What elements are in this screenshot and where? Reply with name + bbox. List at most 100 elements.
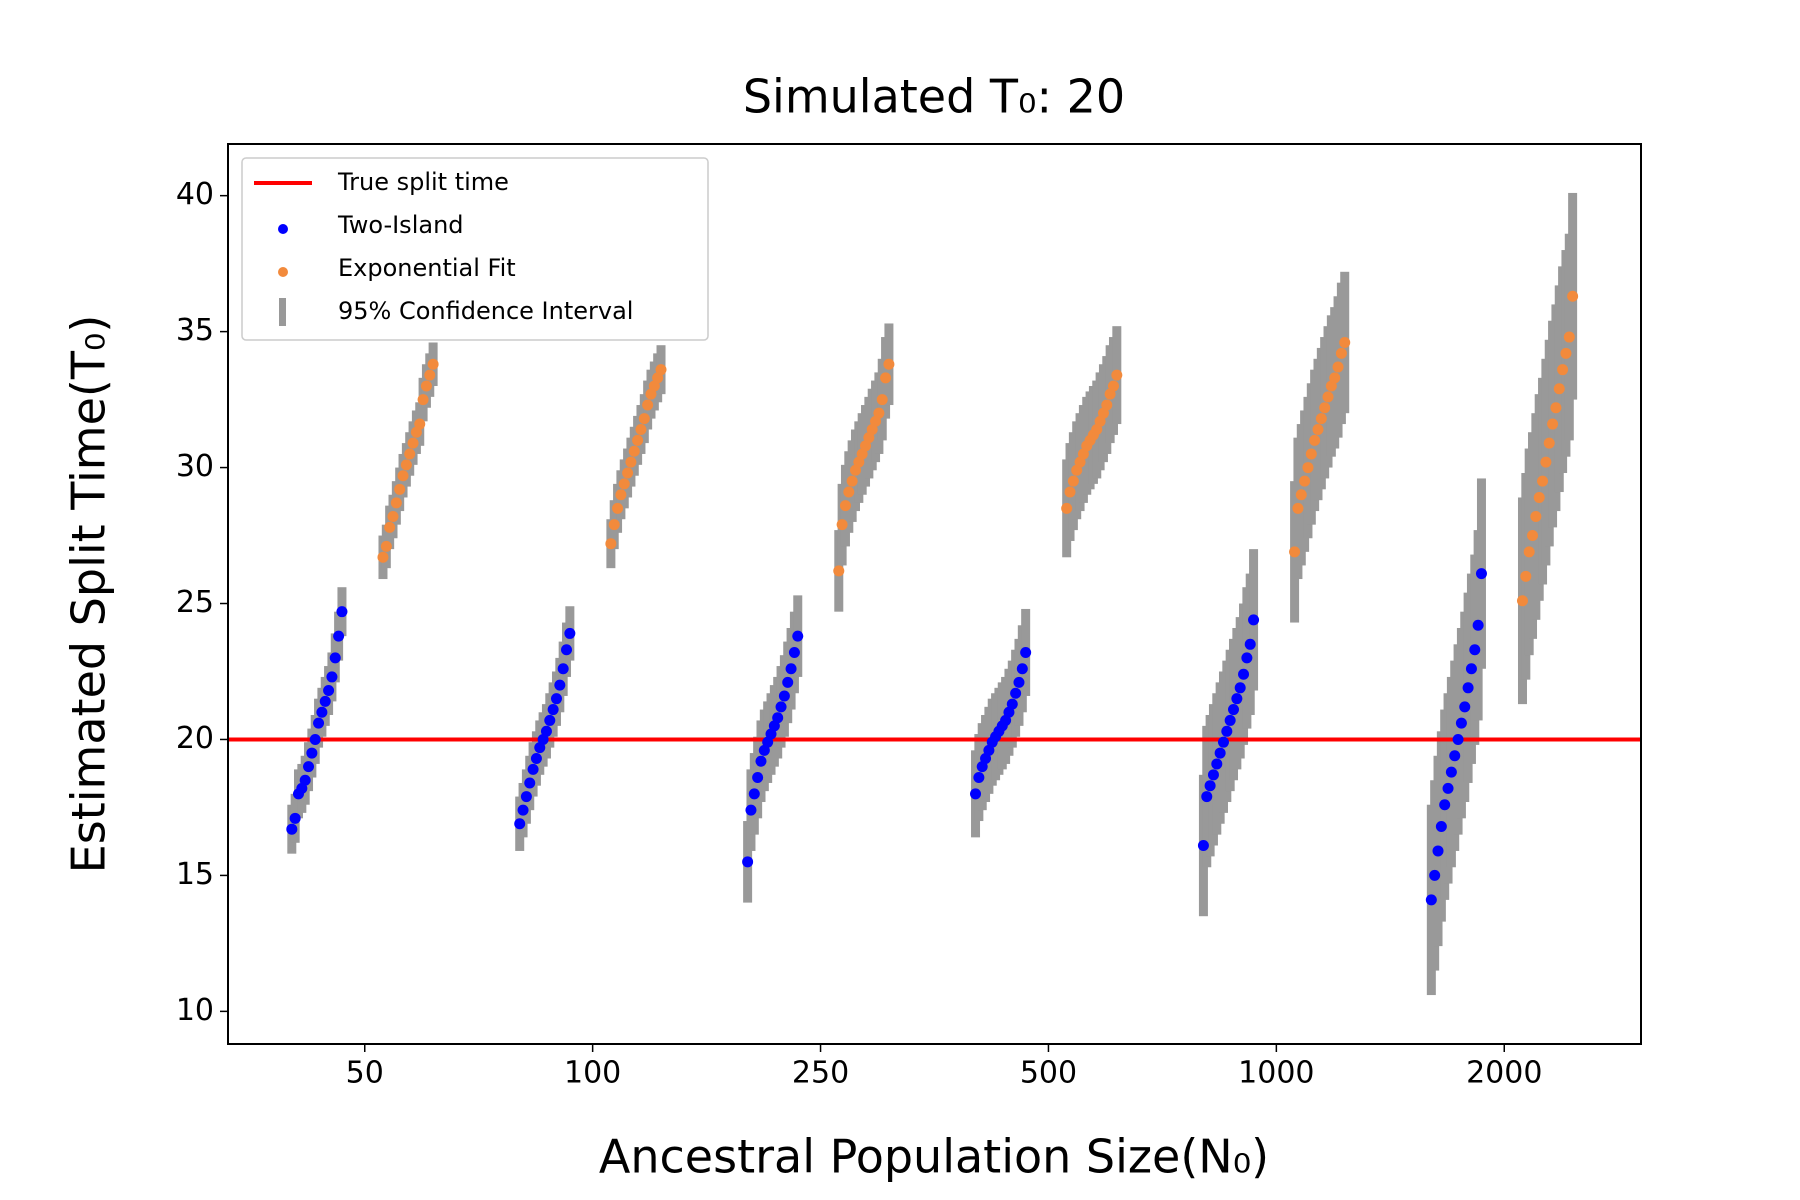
point xyxy=(1465,663,1477,675)
point xyxy=(1211,758,1223,770)
x-tick-label: 100 xyxy=(564,1056,621,1091)
legend-label: Exponential Fit xyxy=(338,254,516,282)
point xyxy=(387,511,399,523)
point xyxy=(1540,456,1552,468)
point xyxy=(329,652,341,664)
point xyxy=(778,690,790,702)
point xyxy=(1201,791,1213,803)
point xyxy=(557,663,569,675)
point xyxy=(1197,840,1209,852)
point xyxy=(524,777,536,789)
point xyxy=(1339,336,1351,348)
point xyxy=(1234,682,1246,694)
point xyxy=(1445,766,1457,778)
point xyxy=(1221,725,1233,737)
point xyxy=(1061,502,1073,514)
point xyxy=(635,423,647,435)
point xyxy=(1204,780,1216,792)
point xyxy=(424,369,436,381)
y-tick-label: 35 xyxy=(176,313,214,348)
point xyxy=(306,747,318,759)
point xyxy=(1064,486,1076,498)
point xyxy=(836,519,848,531)
point xyxy=(1472,619,1484,631)
point xyxy=(1462,682,1474,694)
point xyxy=(1292,502,1304,514)
point xyxy=(1537,475,1549,487)
point xyxy=(1557,364,1569,376)
point xyxy=(326,671,338,683)
point xyxy=(1429,869,1441,881)
point xyxy=(299,774,311,786)
x-tick-label: 500 xyxy=(1020,1056,1077,1091)
point xyxy=(1241,652,1253,664)
point xyxy=(642,399,654,411)
point xyxy=(1469,644,1481,656)
point xyxy=(303,761,315,773)
point xyxy=(1439,799,1451,811)
point xyxy=(377,551,389,563)
point xyxy=(1319,402,1331,414)
point xyxy=(1533,491,1545,503)
point xyxy=(1299,475,1311,487)
legend: True split time Two-Island Exponential Fit… xyxy=(241,157,709,341)
point xyxy=(1101,399,1113,411)
point xyxy=(605,538,617,550)
point xyxy=(788,646,800,658)
point xyxy=(417,394,429,406)
point xyxy=(1016,663,1028,675)
point xyxy=(407,437,419,449)
point xyxy=(1067,475,1079,487)
point xyxy=(1449,750,1461,762)
point xyxy=(313,717,325,729)
point xyxy=(1295,489,1307,501)
y-tick-label: 40 xyxy=(176,177,214,212)
point xyxy=(1238,668,1250,680)
point xyxy=(394,483,406,495)
legend-label: Two-Island xyxy=(337,211,464,239)
point xyxy=(1442,782,1454,794)
legend-label: True split time xyxy=(337,168,509,196)
x-tick-label: 2000 xyxy=(1466,1056,1542,1091)
point xyxy=(420,380,432,392)
point xyxy=(742,856,754,868)
point xyxy=(1520,570,1532,582)
x-tick-label: 250 xyxy=(792,1056,849,1091)
y-tick-label: 30 xyxy=(176,449,214,484)
legend-marker xyxy=(278,224,288,234)
point xyxy=(772,712,784,724)
point xyxy=(1516,595,1528,607)
point xyxy=(1425,894,1437,906)
point xyxy=(1530,511,1542,523)
point xyxy=(1013,676,1025,688)
point xyxy=(618,478,630,490)
point xyxy=(1315,413,1327,425)
legend-box xyxy=(241,157,709,341)
point xyxy=(1435,820,1447,832)
x-axis-label: Ancestral Population Size(N₀) xyxy=(599,1130,1269,1184)
point xyxy=(390,497,402,509)
point xyxy=(622,467,634,479)
point xyxy=(846,475,858,487)
point xyxy=(655,364,667,376)
point xyxy=(527,763,539,775)
point xyxy=(380,540,392,552)
point xyxy=(1111,369,1123,381)
point xyxy=(547,704,559,716)
point xyxy=(638,413,650,425)
y-tick-label: 25 xyxy=(176,585,214,620)
point xyxy=(319,695,331,707)
point xyxy=(1107,380,1119,392)
point xyxy=(1527,530,1539,542)
point xyxy=(1547,418,1559,430)
point xyxy=(514,818,526,830)
point xyxy=(1312,423,1324,435)
point xyxy=(1452,733,1464,745)
point xyxy=(615,489,627,501)
point xyxy=(517,804,529,816)
point xyxy=(752,772,764,784)
point xyxy=(544,714,556,726)
point xyxy=(883,358,895,370)
point xyxy=(628,445,640,457)
